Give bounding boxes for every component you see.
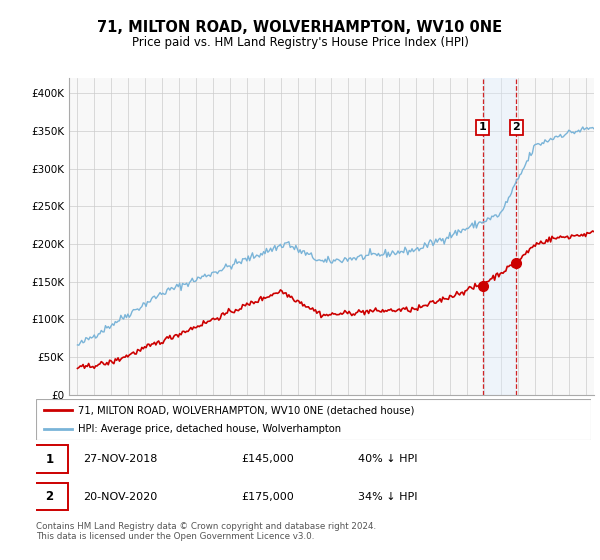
Text: 2: 2: [45, 491, 53, 503]
Text: 2: 2: [512, 123, 520, 132]
FancyBboxPatch shape: [31, 483, 68, 511]
Text: Contains HM Land Registry data © Crown copyright and database right 2024.
This d: Contains HM Land Registry data © Crown c…: [36, 522, 376, 542]
Text: 1: 1: [479, 123, 487, 132]
Text: 1: 1: [45, 452, 53, 465]
Text: HPI: Average price, detached house, Wolverhampton: HPI: Average price, detached house, Wolv…: [77, 424, 341, 433]
Text: 20-NOV-2020: 20-NOV-2020: [83, 492, 157, 502]
Text: £145,000: £145,000: [241, 454, 294, 464]
Text: £175,000: £175,000: [241, 492, 294, 502]
Text: 71, MILTON ROAD, WOLVERHAMPTON, WV10 0NE: 71, MILTON ROAD, WOLVERHAMPTON, WV10 0NE: [97, 20, 503, 35]
Text: 71, MILTON ROAD, WOLVERHAMPTON, WV10 0NE (detached house): 71, MILTON ROAD, WOLVERHAMPTON, WV10 0NE…: [77, 405, 414, 415]
Bar: [482, 78, 517, 395]
Text: Price paid vs. HM Land Registry's House Price Index (HPI): Price paid vs. HM Land Registry's House …: [131, 36, 469, 49]
Text: 27-NOV-2018: 27-NOV-2018: [83, 454, 158, 464]
Text: 40% ↓ HPI: 40% ↓ HPI: [358, 454, 418, 464]
FancyBboxPatch shape: [31, 445, 68, 473]
Text: 34% ↓ HPI: 34% ↓ HPI: [358, 492, 418, 502]
